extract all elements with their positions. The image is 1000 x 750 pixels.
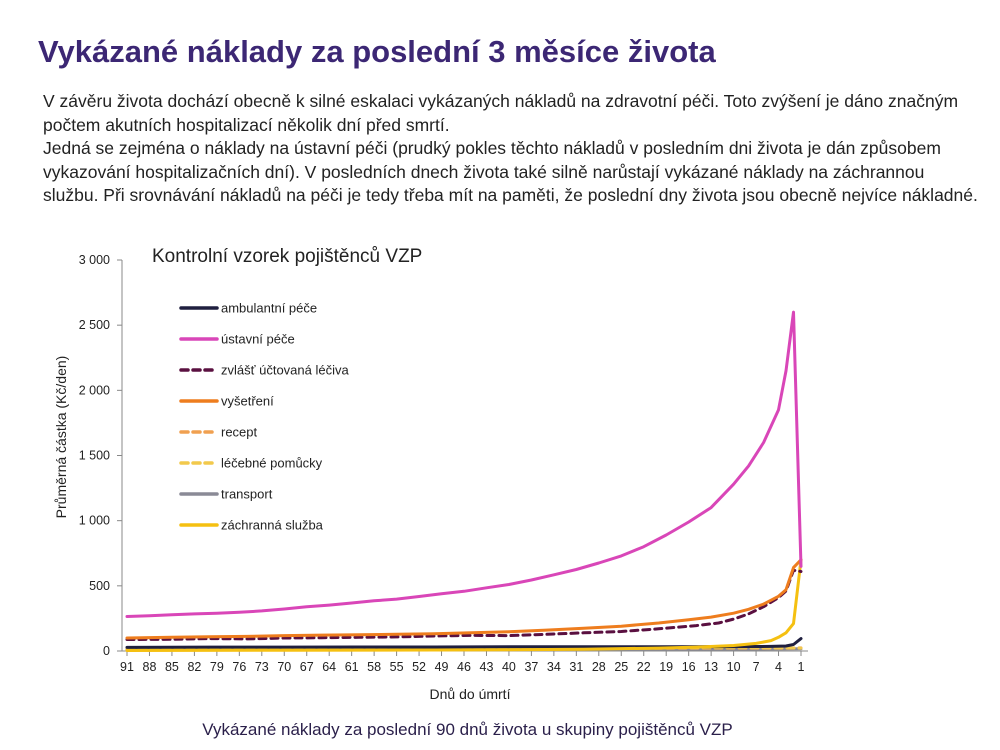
- intro-paragraph-2: Jedná se zejména o náklady na ústavní pé…: [43, 138, 978, 205]
- x-tick-label: 70: [277, 660, 291, 674]
- y-axis-label: Průměrná částka (Kč/den): [53, 356, 69, 519]
- x-tick-label: 37: [524, 660, 538, 674]
- x-tick-label: 4: [775, 660, 782, 674]
- x-tick-label: 82: [187, 660, 201, 674]
- intro-paragraph-1: V závěru života dochází obecně k silné e…: [43, 91, 959, 135]
- series-line-2: [125, 310, 803, 618]
- legend-label: zvlášť účtovaná léčiva: [221, 363, 349, 378]
- x-tick-label: 52: [412, 660, 426, 674]
- x-tick-label: 7: [753, 660, 760, 674]
- legend-label: ústavní péče: [221, 332, 295, 347]
- x-tick-label: 64: [322, 660, 336, 674]
- intro-text: V závěru života dochází obecně k silné e…: [43, 90, 978, 208]
- x-tick-label: 79: [210, 660, 224, 674]
- x-tick-label: 67: [300, 660, 314, 674]
- legend-label: vyšetření: [221, 394, 274, 409]
- legend-label: léčebné pomůcky: [221, 456, 323, 471]
- x-tick-label: 16: [682, 660, 696, 674]
- x-tick-label: 22: [637, 660, 651, 674]
- x-tick-label: 58: [367, 660, 381, 674]
- chart-title: Kontrolní vzorek pojištěnců VZP: [152, 246, 422, 267]
- legend-label: ambulantní péče: [221, 301, 317, 316]
- y-tick-label: 3 000: [79, 253, 110, 267]
- y-tick-label: 2 000: [79, 383, 110, 397]
- series-line-4: [125, 558, 803, 640]
- x-tick-label: 13: [704, 660, 718, 674]
- x-tick-label: 19: [659, 660, 673, 674]
- y-tick-label: 500: [89, 579, 110, 593]
- y-tick-label: 1 500: [79, 449, 110, 463]
- x-tick-label: 76: [232, 660, 246, 674]
- x-tick-label: 55: [390, 660, 404, 674]
- x-tick-label: 43: [480, 660, 494, 674]
- legend-label: záchranná služba: [221, 518, 324, 533]
- x-tick-label: 46: [457, 660, 471, 674]
- series-line-1: [125, 637, 803, 649]
- x-tick-label: 28: [592, 660, 606, 674]
- x-tick-label: 31: [569, 660, 583, 674]
- x-tick-label: 91: [120, 660, 134, 674]
- x-tick-label: 61: [345, 660, 359, 674]
- legend-label: recept: [221, 425, 258, 440]
- x-tick-label: 25: [614, 660, 628, 674]
- y-tick-label: 1 000: [79, 514, 110, 528]
- chart-caption: Vykázané náklady za poslední 90 dnů živo…: [202, 720, 733, 739]
- x-tick-label: 1: [798, 660, 805, 674]
- legend-label: transport: [221, 487, 273, 502]
- x-tick-label: 73: [255, 660, 269, 674]
- x-tick-label: 49: [435, 660, 449, 674]
- x-tick-label: 85: [165, 660, 179, 674]
- y-tick-label: 2 500: [79, 318, 110, 332]
- x-tick-label: 10: [727, 660, 741, 674]
- series-line-8: [125, 558, 803, 652]
- y-tick-label: 0: [103, 644, 110, 658]
- x-tick-label: 34: [547, 660, 561, 674]
- series-line-3: [125, 568, 803, 641]
- chart-legend: ambulantní péče ústavní péče zvlášť účtova…: [179, 301, 349, 533]
- x-tick-label: 40: [502, 660, 516, 674]
- x-tick-label: 88: [143, 660, 157, 674]
- chart-series: [125, 310, 803, 652]
- slide-title: Vykázané náklady za poslední 3 měsíce ži…: [38, 34, 716, 69]
- x-axis-label: Dnů do úmrtí: [430, 686, 511, 702]
